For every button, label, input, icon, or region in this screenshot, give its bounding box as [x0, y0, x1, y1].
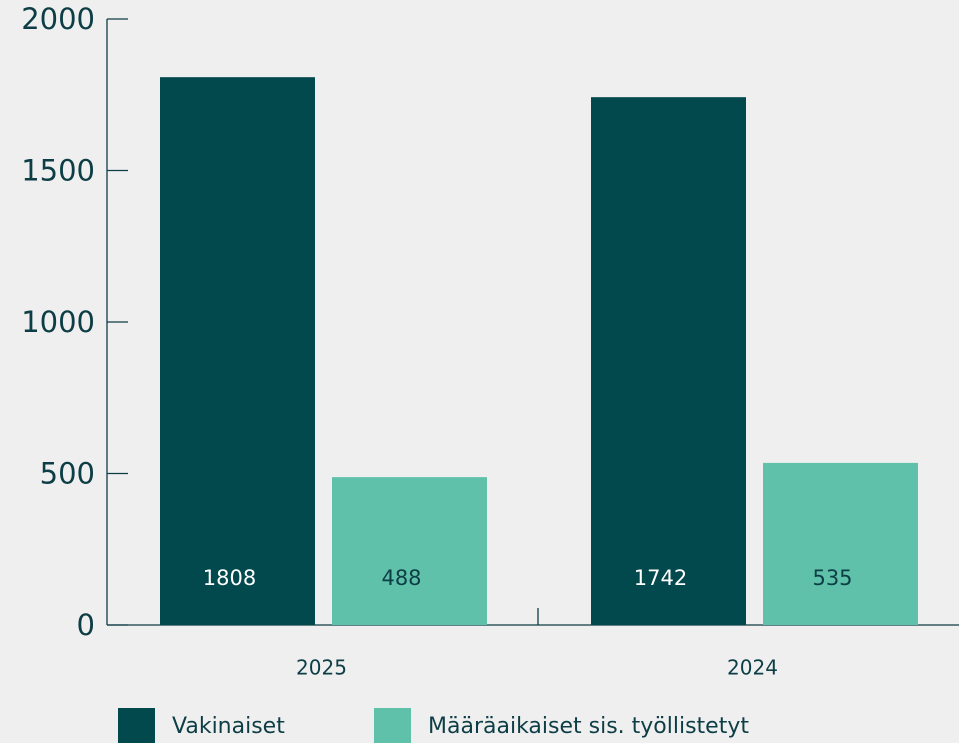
- y-tick-label: 0: [77, 608, 95, 642]
- x-tick-label: 2024: [727, 656, 778, 680]
- y-tick-label: 2000: [21, 2, 95, 36]
- legend-label: Määräaikaiset sis. työllistetyt: [428, 714, 749, 739]
- legend-swatch: [374, 708, 411, 743]
- legend-label: Vakinaiset: [172, 714, 285, 739]
- bar: [332, 477, 487, 625]
- y-tick-label: 1000: [21, 305, 95, 339]
- legend-swatch: [118, 708, 155, 743]
- value-label: 1808: [203, 566, 256, 590]
- value-label: 535: [812, 566, 852, 590]
- bar: [160, 77, 315, 625]
- x-tick-label: 2025: [296, 656, 347, 680]
- bar: [591, 97, 746, 625]
- y-tick-label: 1500: [21, 154, 95, 188]
- value-label: 1742: [634, 566, 687, 590]
- y-tick-label: 500: [40, 457, 95, 491]
- value-label: 488: [381, 566, 421, 590]
- bar: [763, 462, 918, 625]
